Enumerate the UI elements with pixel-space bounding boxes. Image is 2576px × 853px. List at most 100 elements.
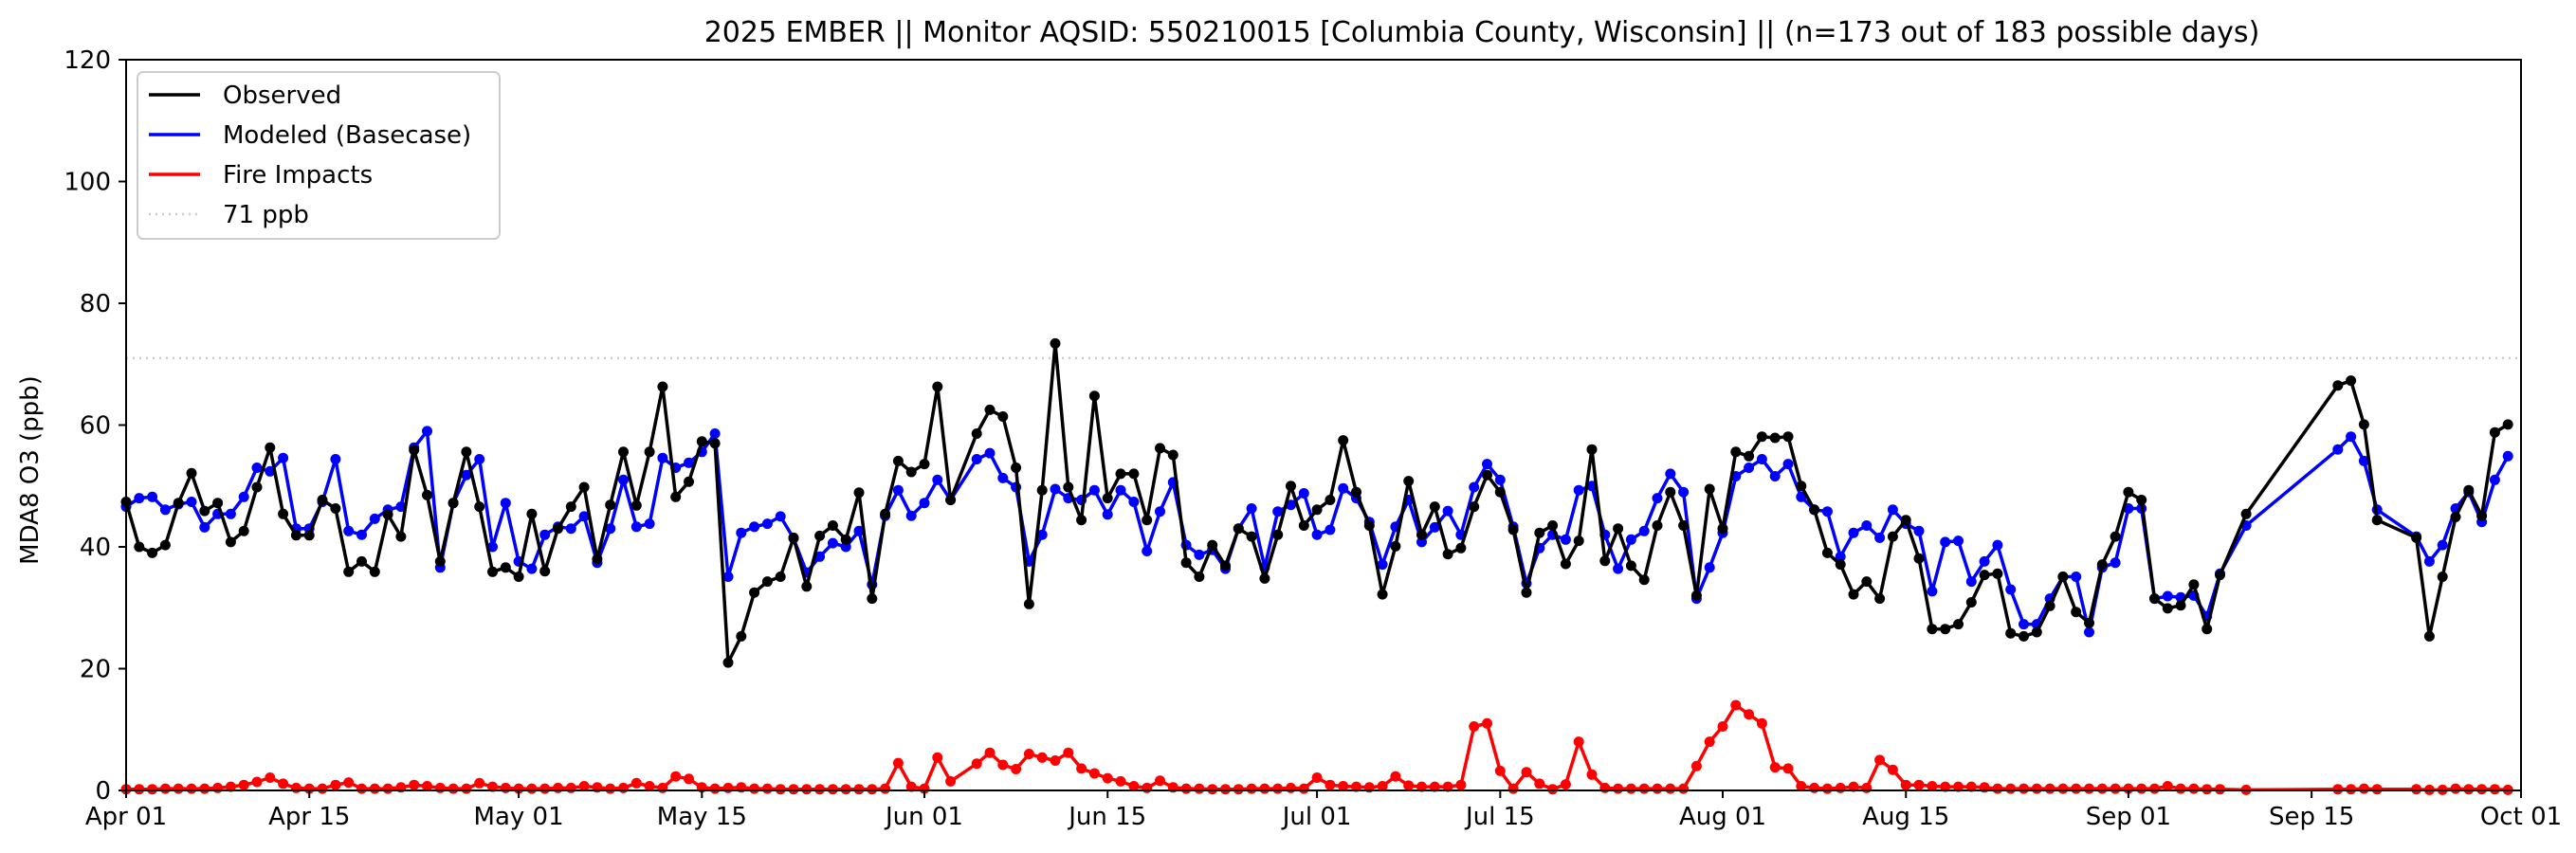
data-point-fire-impacts (1992, 783, 2003, 794)
data-point-observed (1482, 469, 1492, 481)
data-point-observed (709, 438, 721, 449)
data-point-fire-impacts (1690, 760, 1702, 771)
data-point-fire-impacts (1625, 783, 1636, 794)
data-point-modeled-basecase (736, 527, 747, 538)
data-point-observed (2031, 626, 2042, 638)
data-point-fire-impacts (1023, 749, 1034, 759)
data-point-fire-impacts (1953, 781, 1964, 792)
data-point-fire-impacts (2450, 783, 2461, 794)
data-point-modeled-basecase (422, 426, 432, 437)
data-point-modeled-basecase (330, 454, 341, 464)
data-point-observed (2502, 419, 2513, 430)
data-point-fire-impacts (1638, 783, 1650, 794)
data-point-observed (1142, 515, 1153, 526)
data-point-modeled-basecase (1311, 529, 1323, 540)
data-point-fire-impacts (1796, 781, 1807, 791)
data-point-observed (605, 499, 616, 511)
data-point-fire-impacts (2489, 784, 2500, 795)
data-point-observed (853, 487, 865, 499)
data-point-observed (1599, 555, 1611, 567)
data-point-modeled-basecase (238, 491, 249, 502)
data-point-modeled-basecase (1965, 576, 1977, 588)
data-point-fire-impacts (1887, 764, 1898, 775)
data-point-observed (1233, 523, 1244, 535)
data-point-observed (173, 498, 184, 509)
data-point-observed (1586, 444, 1598, 455)
data-point-observed (2110, 531, 2121, 542)
data-point-fire-impacts (1036, 752, 1048, 763)
data-point-observed (1953, 619, 1964, 630)
data-point-fire-impacts (1534, 778, 1545, 789)
data-point-observed (225, 536, 236, 548)
data-point-modeled-basecase (1494, 474, 1506, 485)
data-point-modeled-basecase (1325, 524, 1336, 535)
data-point-fire-impacts (1547, 784, 1559, 795)
data-point-observed (1769, 432, 1781, 444)
data-point-observed (670, 491, 682, 502)
data-point-observed (1965, 597, 1977, 608)
data-point-fire-impacts (526, 783, 538, 794)
data-point-modeled-basecase (1272, 506, 1284, 517)
y-tick-label: 100 (64, 169, 111, 197)
data-point-observed (630, 499, 642, 511)
data-point-observed (1194, 572, 1205, 582)
data-point-modeled-basecase (761, 518, 773, 530)
data-point-fire-impacts (1940, 781, 1951, 792)
data-point-observed (1403, 476, 1415, 487)
x-tick-label: Oct 01 (2480, 803, 2562, 831)
data-point-fire-impacts (1469, 721, 1480, 732)
data-point-observed (251, 481, 263, 493)
legend-label-fire: Fire Impacts (223, 161, 373, 190)
data-point-observed (1155, 443, 1165, 454)
data-point-observed (1246, 531, 1257, 542)
data-point-observed (1913, 553, 1925, 564)
data-point-fire-impacts (892, 757, 904, 769)
data-point-fire-impacts (1599, 782, 1611, 793)
data-point-observed (409, 445, 420, 456)
data-point-observed (1625, 560, 1636, 572)
data-point-observed (2071, 607, 2082, 618)
data-point-observed (1338, 435, 1349, 446)
data-point-observed (2346, 375, 2357, 387)
data-point-modeled-basecase (369, 513, 380, 524)
data-point-observed (2437, 572, 2448, 582)
data-point-modeled-basecase (709, 428, 721, 439)
data-point-observed (1507, 524, 1519, 535)
data-point-fire-impacts (2332, 784, 2344, 795)
data-point-observed (722, 657, 734, 668)
data-point-fire-impacts (1704, 736, 1715, 748)
data-point-modeled-basecase (1416, 536, 1427, 548)
data-point-observed (801, 581, 813, 592)
data-point-modeled-basecase (1848, 527, 1859, 538)
data-point-fire-impacts (1927, 781, 1938, 791)
data-point-modeled-basecase (1429, 521, 1440, 533)
data-point-modeled-basecase (1927, 586, 1938, 597)
data-point-modeled-basecase (1469, 481, 1480, 493)
data-point-fire-impacts (1560, 779, 1571, 790)
data-point-fire-impacts (2215, 784, 2225, 795)
data-point-observed (1325, 495, 1336, 505)
data-point-modeled-basecase (2358, 455, 2369, 466)
data-point-modeled-basecase (159, 504, 171, 516)
data-point-fire-impacts (1782, 763, 1794, 774)
data-point-modeled-basecase (932, 474, 943, 485)
data-point-observed (382, 509, 393, 520)
x-tick-label: May 01 (474, 803, 564, 831)
data-point-modeled-basecase (1088, 484, 1100, 496)
data-point-fire-impacts (1390, 771, 1401, 782)
data-point-observed (1351, 486, 1361, 498)
data-point-fire-impacts (448, 783, 459, 794)
data-point-fire-impacts (1717, 721, 1728, 732)
data-point-observed (159, 539, 171, 551)
data-point-modeled-basecase (1573, 484, 1584, 496)
data-point-observed (1167, 449, 1178, 461)
data-point-modeled-basecase (1887, 504, 1898, 516)
data-point-observed (1207, 539, 1218, 551)
data-point-observed (2057, 572, 2069, 582)
data-point-fire-impacts (2057, 783, 2069, 794)
x-tick-label: Apr 15 (268, 803, 350, 831)
data-point-modeled-basecase (644, 518, 655, 530)
data-point-observed (487, 566, 498, 577)
data-point-modeled-basecase (487, 541, 498, 553)
data-point-modeled-basecase (1835, 551, 1846, 562)
